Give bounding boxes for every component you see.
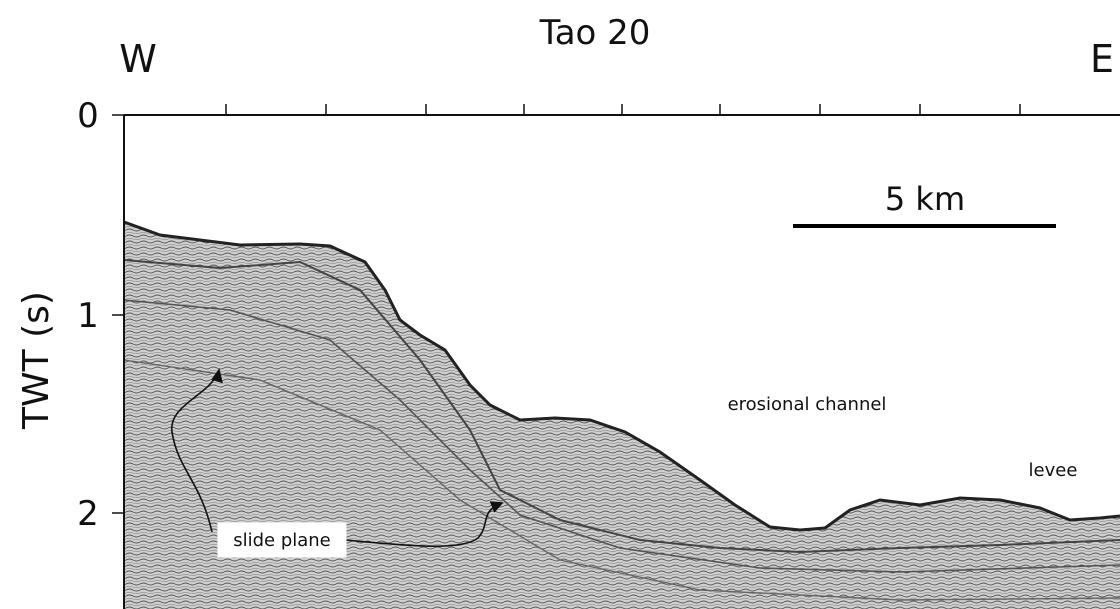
leader-arrowhead-right: [489, 501, 504, 513]
slide-plane-leaders: [171, 368, 504, 548]
levee-label: levee: [1029, 460, 1078, 481]
seafloor-line: [124, 220, 1120, 532]
y-axis-title: TWT (s): [16, 291, 57, 430]
west-label: W: [119, 37, 157, 81]
leader-line-left: [171, 371, 219, 533]
scale-bar-label: 5 km: [885, 180, 965, 218]
leader-arrowhead-left: [211, 368, 223, 384]
profile-title: Tao 20: [539, 13, 651, 53]
slide-plane-label: slide plane: [233, 530, 331, 551]
subbottom-reflector-1: [124, 259, 1120, 554]
east-label: E: [1090, 37, 1114, 81]
subbottom-reflector-2: [124, 299, 1120, 573]
slide-plane-callout: slide plane: [217, 522, 347, 558]
y-tick-label-0: 0: [77, 96, 99, 136]
subbottom-reflector-3: [124, 359, 1120, 601]
seismic-section: [124, 220, 1120, 609]
leader-line-right: [345, 503, 501, 548]
y-tick-label-2: 2: [77, 494, 99, 534]
y-tick-label-1: 1: [77, 296, 99, 336]
axis-frame: [112, 104, 1120, 609]
erosional-channel-label: erosional channel: [728, 394, 887, 415]
seafloor-reflector-body: [124, 222, 1120, 609]
scale-bar: 5 km: [793, 180, 1056, 228]
slide-plane-label-box: [217, 522, 347, 558]
